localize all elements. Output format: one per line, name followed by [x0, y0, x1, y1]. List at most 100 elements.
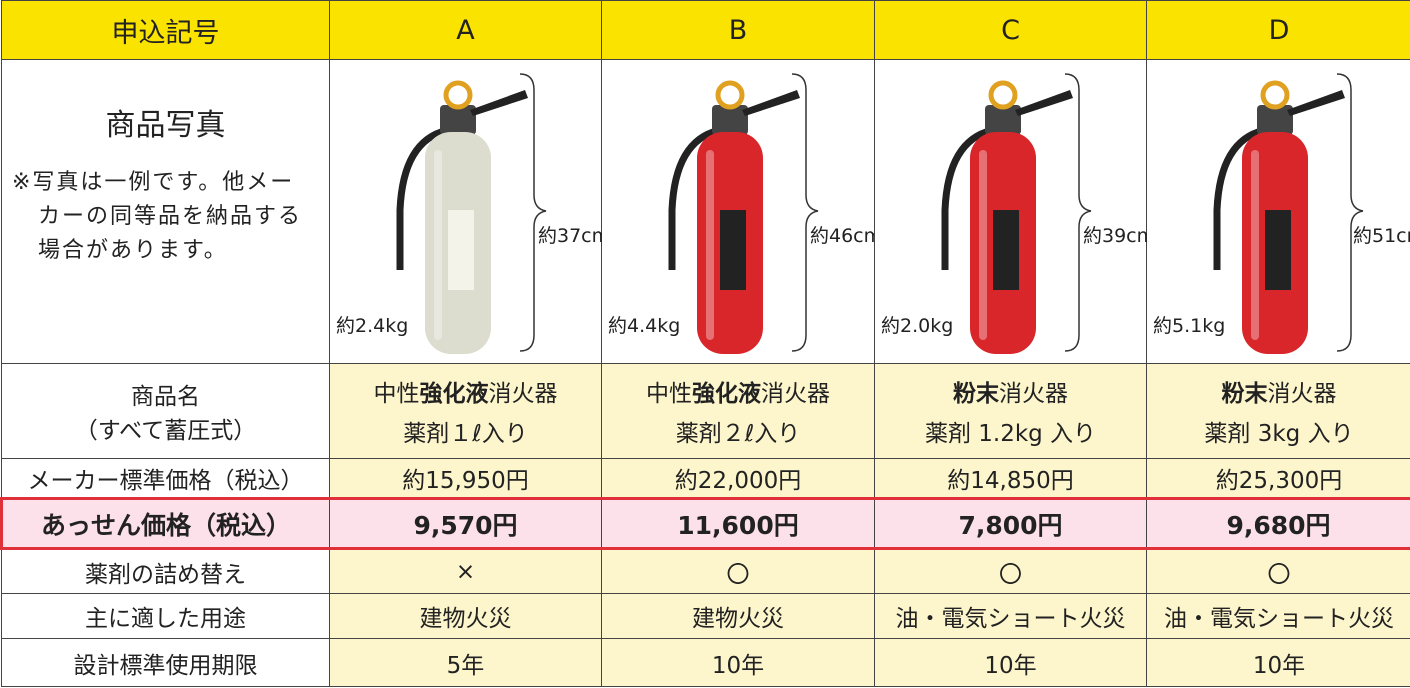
- row-cell: 油・電気ショート火災: [1146, 593, 1410, 639]
- name-part: 消火器: [1267, 381, 1337, 407]
- figure-part: [706, 150, 714, 340]
- table-row: 設計標準使用期限 5年 10年 10年 10年: [1, 638, 1410, 687]
- row-label: 主に適した用途: [1, 593, 330, 639]
- figure-part: [519, 73, 547, 352]
- figure-part: [712, 105, 748, 135]
- row-cell: 10年: [601, 638, 875, 687]
- photo-label-cell: 商品写真 ※写真は一例です。他メーカーの同等品を納品する場合があります。: [1, 59, 330, 364]
- table-row: あっせん価格（税込） 9,570円 11,600円 7,800円 9,680円: [0, 497, 1410, 550]
- column-code: A: [329, 0, 602, 60]
- row-cell: 〇: [601, 548, 875, 594]
- product-amount: 薬剤２ℓ入り: [675, 421, 801, 447]
- figure-part: [1251, 150, 1259, 340]
- row-cell: 5年: [329, 638, 602, 687]
- height-label: 約39cm: [1083, 225, 1147, 247]
- row-label: メーカー標準価格（税込）: [1, 458, 330, 499]
- product-name: 粉末消火器: [875, 374, 1146, 408]
- photo-note: ※写真は一例です。他メーカーの同等品を納品する場合があります。: [12, 170, 303, 263]
- name-label-line: （すべて蓄圧式）: [74, 418, 257, 444]
- name-part: 消火器: [761, 381, 830, 407]
- row-cell: 9,680円: [1146, 497, 1410, 550]
- weight-label: 約2.0kg: [881, 315, 953, 337]
- product-name: 中性強化液消火器: [602, 374, 874, 408]
- figure-part: [396, 126, 449, 270]
- height-label: 約37cm: [538, 225, 602, 247]
- row-cell: 約22,000円: [601, 458, 875, 499]
- row-cell: 7,800円: [874, 497, 1147, 550]
- product-amount: 薬剤１ℓ入り: [403, 421, 528, 447]
- weight-label: 約2.4kg: [336, 315, 408, 337]
- photo-cell: 約37cm 約2.4kg: [329, 59, 602, 364]
- figure-part: [979, 150, 987, 340]
- figure-part: [443, 80, 473, 110]
- table-row: 主に適した用途 建物火災 建物火災 油・電気ショート火災 油・電気ショート火災: [1, 593, 1410, 639]
- name-label: 商品名 （すべて蓄圧式）: [1, 363, 330, 459]
- row-cell: 油・電気ショート火災: [874, 593, 1147, 639]
- figure-part: [985, 105, 1021, 135]
- name-part: 消火器: [999, 381, 1068, 407]
- weight-label: 約5.1kg: [1153, 315, 1225, 337]
- name-part: 消火器: [488, 381, 558, 407]
- figure-part: [993, 210, 1019, 290]
- photo-cell: 約39cm 約2.0kg: [874, 59, 1147, 364]
- row-cell: 10年: [1146, 638, 1410, 687]
- figure-part: [715, 80, 745, 110]
- figure-part: [941, 126, 994, 270]
- figure-part: [434, 150, 442, 340]
- figure-part: [1257, 105, 1293, 135]
- extinguisher-figure: 約51cm 約5.1kg: [1153, 73, 1410, 354]
- weight-label: 約4.4kg: [608, 315, 680, 337]
- product-amount: 薬剤 1.2kg 入り: [924, 421, 1097, 447]
- figure-part: [988, 80, 1018, 110]
- figure-part: [1287, 90, 1345, 116]
- row-cell: 約15,950円: [329, 458, 602, 499]
- product-amount: 薬剤 3kg 入り: [1204, 421, 1354, 447]
- name-part: 粉末: [1221, 381, 1268, 407]
- extinguisher-figure: 約46cm 約4.4kg: [608, 73, 874, 354]
- row-cell: 建物火災: [329, 593, 602, 639]
- column-code: B: [601, 0, 875, 60]
- table-row: メーカー標準価格（税込） 約15,950円 約22,000円 約14,850円 約25,…: [1, 458, 1410, 499]
- row-cell: 建物火災: [601, 593, 875, 639]
- row-cell: 〇: [874, 548, 1147, 594]
- name-part: 粉末: [953, 381, 999, 407]
- row-cell: 11,600円: [601, 497, 875, 550]
- photo-cell: 約46cm 約4.4kg: [601, 59, 875, 364]
- figure-part: [720, 210, 746, 290]
- figure-part: [742, 90, 800, 116]
- name-cell: 粉末消火器薬剤 3kg 入り: [1146, 363, 1410, 459]
- row-cell: 約14,850円: [874, 458, 1147, 499]
- figure-part: [470, 90, 528, 116]
- name-cell: 中性強化液消火器薬剤２ℓ入り: [601, 363, 875, 459]
- figure-part: [1064, 73, 1092, 352]
- name-part: 中性: [373, 381, 420, 407]
- product-name: 中性強化液消火器: [330, 374, 601, 408]
- figure-part: [1015, 90, 1073, 116]
- column-code: D: [1146, 0, 1410, 60]
- name-part: 中性: [646, 381, 692, 407]
- figure-part: [448, 210, 474, 290]
- row-cell: 10年: [874, 638, 1147, 687]
- extinguisher-figure: 約39cm 約2.0kg: [881, 73, 1147, 354]
- extinguisher-figure: 約37cm 約2.4kg: [336, 73, 602, 354]
- figure-part: [1336, 73, 1364, 352]
- row-cell: ×: [329, 548, 602, 594]
- row-cell: 9,570円: [329, 497, 602, 550]
- row-label: 薬剤の詰め替え: [1, 548, 330, 594]
- height-label: 約51cm: [1353, 225, 1410, 247]
- header-row: 申込記号 A B C D: [1, 0, 1410, 60]
- photo-row: 商品写真 ※写真は一例です。他メーカーの同等品を納品する場合があります。 約37c…: [1, 59, 1410, 364]
- height-label: 約46cm: [810, 225, 874, 247]
- column-code: C: [874, 0, 1147, 60]
- photo-title: 商品写真: [105, 108, 226, 143]
- header-label: 申込記号: [1, 0, 330, 60]
- name-label-line: 商品名: [131, 384, 200, 410]
- figure-part: [1260, 80, 1290, 110]
- name-cell: 中性強化液消火器薬剤１ℓ入り: [329, 363, 602, 459]
- name-part: 強化液: [692, 381, 761, 407]
- name-part: 強化液: [419, 381, 489, 407]
- row-cell: 約25,300円: [1146, 458, 1410, 499]
- figure-part: [1265, 210, 1291, 290]
